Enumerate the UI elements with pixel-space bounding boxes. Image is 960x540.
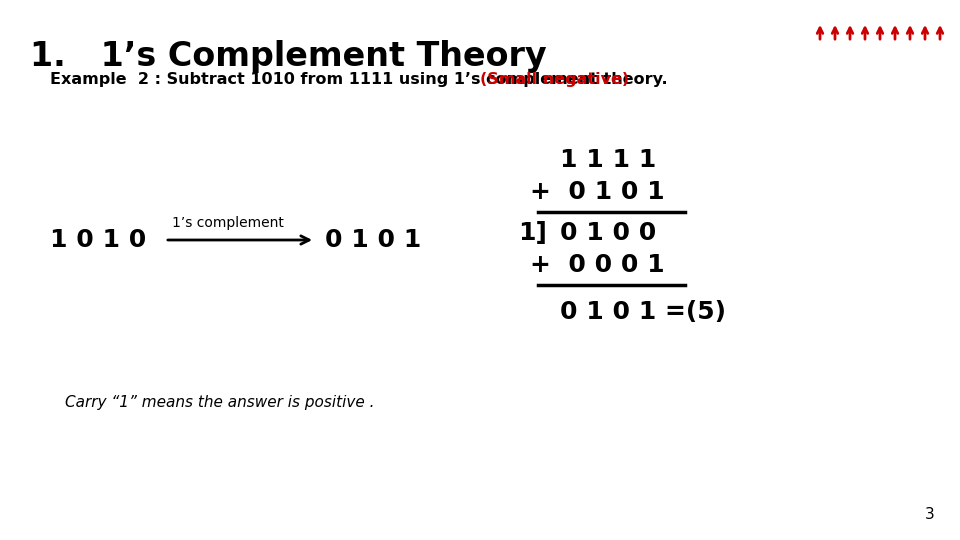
Text: 1.   1’s Complement Theory: 1. 1’s Complement Theory: [30, 40, 546, 73]
Text: 3: 3: [925, 507, 935, 522]
Text: 1]: 1]: [518, 221, 547, 245]
Text: 1 1 1 1: 1 1 1 1: [560, 148, 657, 172]
Text: +  0 1 0 1: + 0 1 0 1: [530, 180, 664, 204]
Text: Example  2 : Subtract 1010 from 1111 using 1’s complement theory.: Example 2 : Subtract 1010 from 1111 usin…: [50, 72, 673, 87]
Text: (Small negative): (Small negative): [480, 72, 630, 87]
Text: Carry “1” means the answer is positive .: Carry “1” means the answer is positive .: [65, 395, 374, 409]
Text: 1 0 1 0: 1 0 1 0: [50, 228, 146, 252]
Text: 0 1 0 1: 0 1 0 1: [325, 228, 421, 252]
Text: +  0 0 0 1: + 0 0 0 1: [530, 253, 664, 277]
Text: 0 1 0 0: 0 1 0 0: [560, 221, 657, 245]
Text: 0 1 0 1 =(5): 0 1 0 1 =(5): [560, 300, 726, 324]
Text: 1’s complement: 1’s complement: [172, 216, 284, 230]
